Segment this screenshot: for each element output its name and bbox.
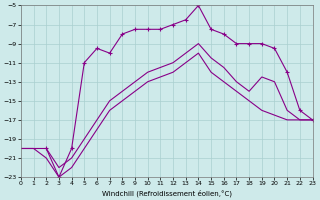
X-axis label: Windchill (Refroidissement éolien,°C): Windchill (Refroidissement éolien,°C) — [102, 189, 232, 197]
